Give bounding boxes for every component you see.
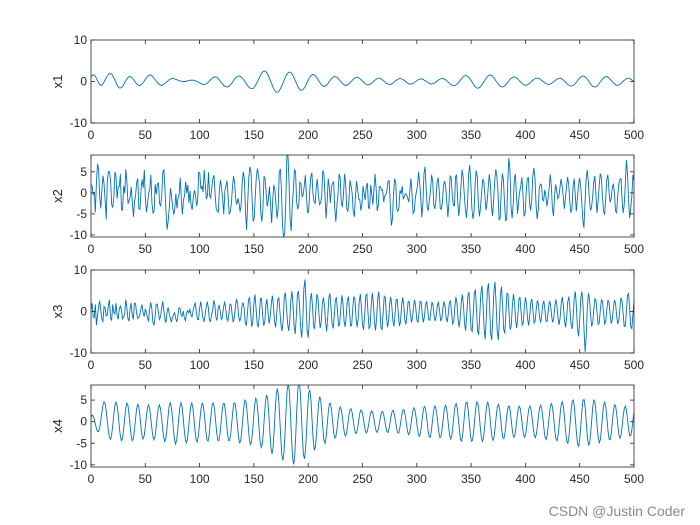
y-tick-label: 5 <box>80 393 87 407</box>
x-tick-label: 350 <box>461 128 481 142</box>
x-tick-label: 150 <box>244 472 264 486</box>
x-tick-label: 400 <box>515 242 535 256</box>
x-tick-label: 50 <box>139 128 153 142</box>
y-tick-label: -10 <box>70 116 88 130</box>
x-tick-label: 0 <box>88 242 95 256</box>
x-tick-label: 50 <box>139 242 153 256</box>
x-tick-label: 300 <box>407 242 427 256</box>
x-tick-label: 0 <box>88 358 95 372</box>
y-tick-label: -10 <box>70 228 88 242</box>
x-tick-label: 200 <box>298 358 318 372</box>
x-tick-label: 200 <box>298 242 318 256</box>
x-tick-label: 300 <box>407 128 427 142</box>
x-tick-label: 250 <box>352 128 372 142</box>
x-tick-label: 150 <box>244 358 264 372</box>
x-tick-label: 200 <box>298 472 318 486</box>
x-tick-label: 450 <box>570 242 590 256</box>
series-line-x3 <box>91 279 634 352</box>
x-tick-label: 350 <box>461 358 481 372</box>
series-line-x4 <box>91 385 634 465</box>
x-tick-label: 100 <box>190 242 210 256</box>
x-tick-label: 100 <box>190 472 210 486</box>
y-tick-label: 0 <box>80 305 87 319</box>
x-tick-label: 400 <box>515 128 535 142</box>
x-tick-label: 300 <box>407 358 427 372</box>
y-tick-label: 0 <box>80 75 87 89</box>
y-tick-label: 0 <box>80 186 87 200</box>
x-tick-label: 500 <box>624 128 644 142</box>
y-tick-label: 5 <box>80 165 87 179</box>
y-tick-label: 10 <box>74 33 88 47</box>
x-tick-label: 50 <box>139 358 153 372</box>
axes-box <box>90 384 635 468</box>
x-tick-label: 100 <box>190 128 210 142</box>
x-tick-label: 450 <box>570 128 590 142</box>
y-tick-label: 10 <box>74 263 88 277</box>
y-tick-label: -10 <box>70 458 88 472</box>
x-tick-label: 450 <box>570 472 590 486</box>
x-tick-label: 400 <box>515 472 535 486</box>
x-tick-label: 250 <box>352 358 372 372</box>
subplot-x4: 0 50 100 150 200 250 300 350 400 450 500 -10 -5 0 5 x4 <box>50 384 644 486</box>
y-tick-label: -5 <box>76 436 87 450</box>
x-tick-label: 300 <box>407 472 427 486</box>
x-tick-label: 500 <box>624 242 644 256</box>
x-tick-label: 150 <box>244 128 264 142</box>
y-axis-label: x3 <box>50 305 65 319</box>
y-axis-label: x1 <box>50 75 65 89</box>
x-tick-label: 0 <box>88 472 95 486</box>
x-tick-label: 350 <box>461 472 481 486</box>
y-tick-label: -10 <box>70 346 88 360</box>
x-tick-label: 200 <box>298 128 318 142</box>
series-line-x2 <box>91 155 634 237</box>
y-axis-label: x2 <box>50 189 65 203</box>
x-tick-label: 500 <box>624 472 644 486</box>
x-tick-label: 0 <box>88 128 95 142</box>
x-tick-label: 500 <box>624 358 644 372</box>
watermark: CSDN @Justin Coder <box>548 503 685 519</box>
x-tick-label: 250 <box>352 472 372 486</box>
x-tick-label: 250 <box>352 242 372 256</box>
y-tick-label: -5 <box>76 207 87 221</box>
subplot-x2: 0 50 100 150 200 250 300 350 400 450 500 -10 -5 0 5 x2 <box>50 154 644 256</box>
x-tick-label: 350 <box>461 242 481 256</box>
x-tick-label: 50 <box>139 472 153 486</box>
x-tick-label: 400 <box>515 358 535 372</box>
x-tick-label: 450 <box>570 358 590 372</box>
axes-box <box>90 269 635 354</box>
y-axis-label: x4 <box>50 419 65 433</box>
x-tick-label: 100 <box>190 358 210 372</box>
x-tick-label: 150 <box>244 242 264 256</box>
y-tick-label: 0 <box>80 415 87 429</box>
series-line-x1 <box>91 70 634 93</box>
